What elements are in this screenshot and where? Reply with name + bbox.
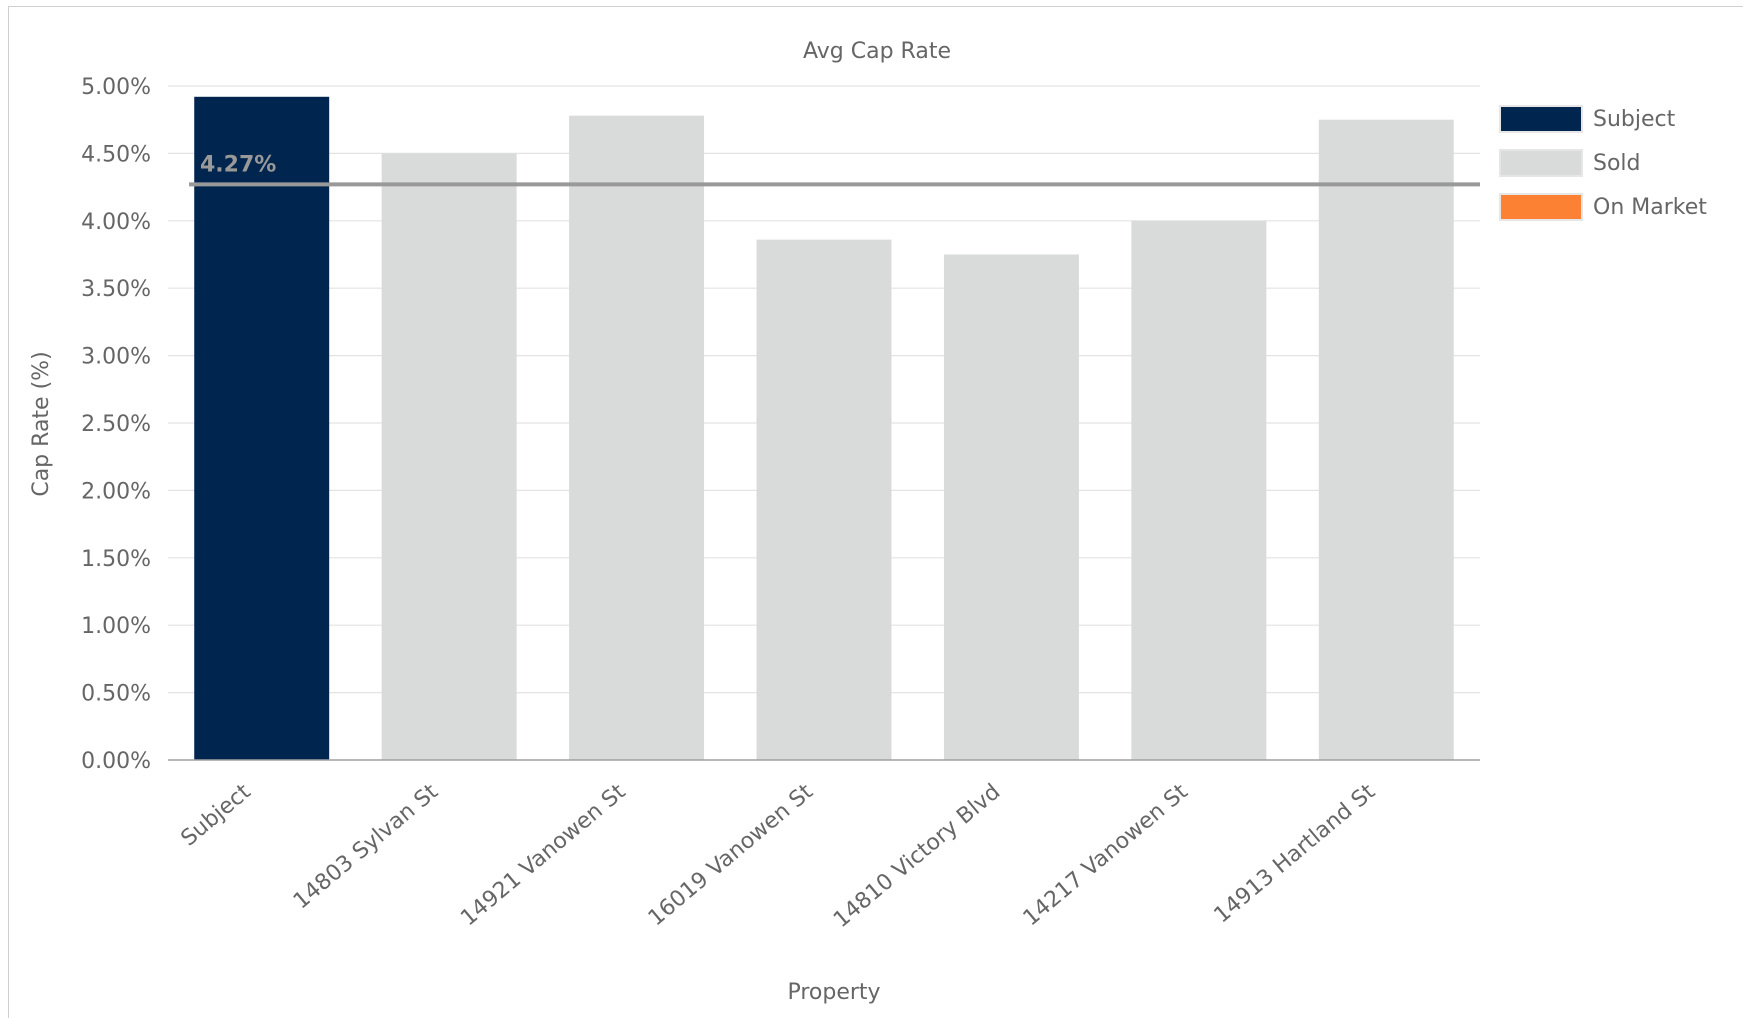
y-axis-ticks: 0.00% 0.50% 1.00% 1.50% 2.00% 2.50% 3.00% 3.50%… [81, 75, 151, 774]
y-tick-label: 5.00% [81, 75, 151, 100]
legend-label: Subject [1593, 107, 1676, 132]
x-tick-label: 14913 Hartland St [1210, 779, 1381, 928]
x-tick-label: 14921 Vanowen St [456, 779, 630, 931]
x-tick-label: Subject [176, 779, 255, 851]
bar-2 [381, 153, 517, 760]
y-tick-label: 1.00% [81, 614, 151, 639]
y-axis-label: Cap Rate (%) [29, 351, 54, 496]
x-tick-label: 14217 Vanowen St [1019, 779, 1193, 931]
legend-swatch [1499, 105, 1583, 133]
average-line-group: 4.27% [189, 152, 1480, 187]
x-axis-ticks: Subject 14803 Sylvan St 14921 Vanowen St 16… [176, 779, 1380, 933]
bar-7 [1318, 119, 1454, 760]
legend: Subject Sold On Market [1499, 105, 1707, 221]
bar-3 [569, 115, 705, 760]
bar-1 [194, 96, 330, 760]
x-tick-label: 16019 Vanowen St [644, 779, 818, 931]
bar-5 [943, 254, 1079, 760]
bar-6 [1131, 220, 1267, 761]
average-label: 4.27% [200, 152, 276, 177]
x-tick-label: 14803 Sylvan St [289, 779, 443, 914]
y-tick-label: 2.00% [81, 479, 151, 504]
y-tick-label: 0.00% [81, 749, 151, 774]
y-tick-label: 4.00% [81, 210, 151, 235]
bars [194, 96, 1454, 761]
y-tick-label: 3.00% [81, 345, 151, 370]
x-tick-label: 14810 Victory Blvd [829, 779, 1005, 933]
legend-swatch [1499, 193, 1583, 221]
chart-frame [8, 6, 1743, 1018]
y-tick-label: 2.50% [81, 412, 151, 437]
legend-label: Sold [1593, 151, 1641, 176]
legend-label: On Market [1593, 195, 1707, 220]
chart-title: Avg Cap Rate [803, 39, 951, 64]
x-axis-label: Property [787, 980, 880, 1005]
legend-swatch [1499, 149, 1583, 177]
y-tick-label: 3.50% [81, 277, 151, 302]
y-tick-label: 4.50% [81, 142, 151, 167]
y-tick-label: 1.50% [81, 547, 151, 572]
bar-4 [756, 239, 892, 760]
y-tick-label: 0.50% [81, 682, 151, 707]
